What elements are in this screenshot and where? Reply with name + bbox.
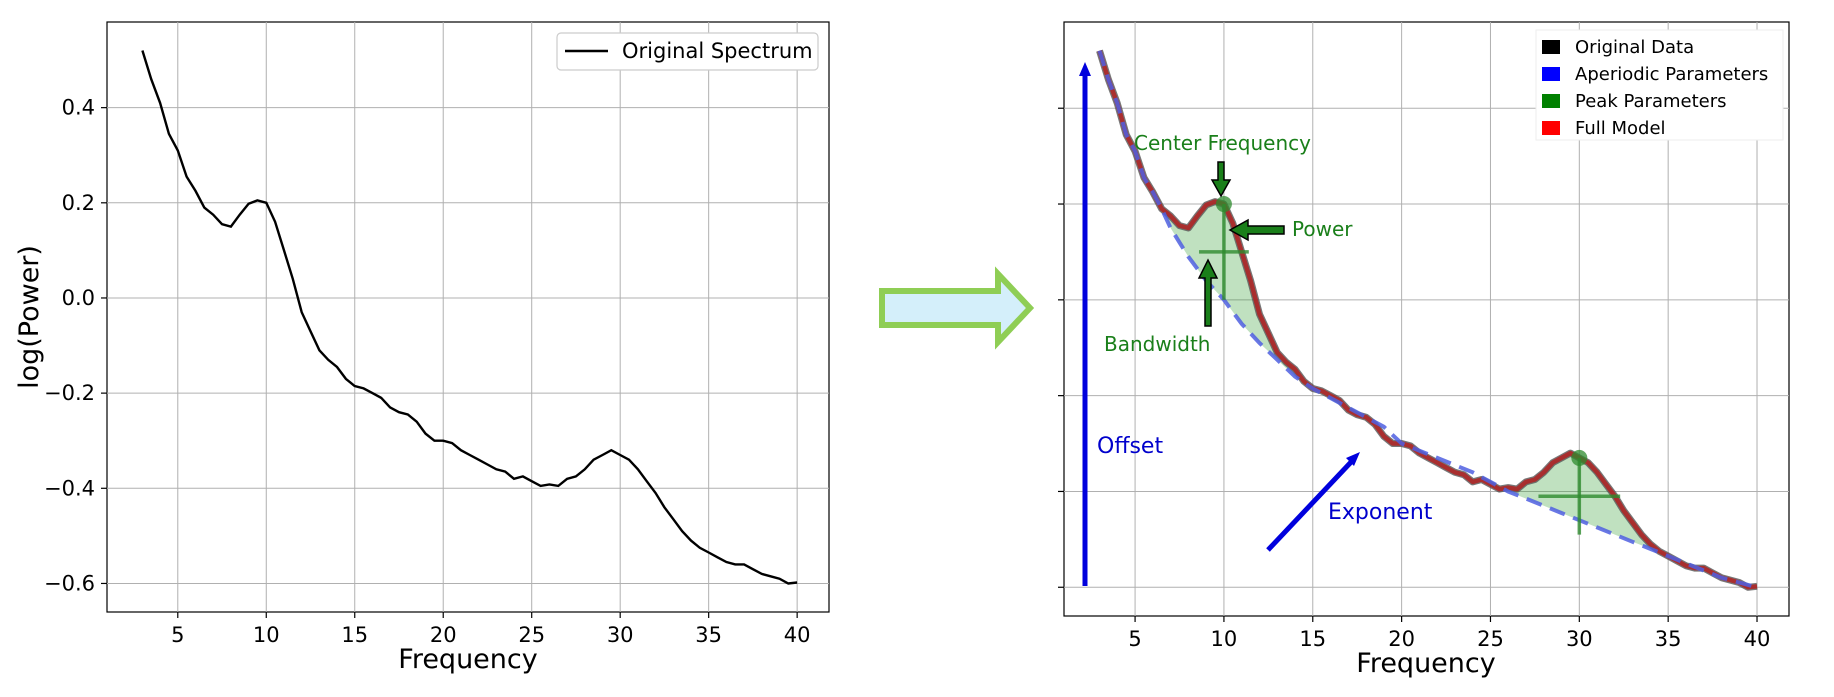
legend-original-spectrum-label: Original Spectrum (622, 39, 813, 63)
left-x-tick-label: 40 (784, 623, 811, 647)
aperiodic-fit-line (1097, 50, 1758, 590)
left-y-tick-label: −0.4 (44, 476, 95, 500)
left-x-tick-label: 5 (171, 623, 184, 647)
left-plot-area (106, 21, 830, 613)
legend-aperiodic-label: Aperiodic Parameters (1575, 64, 1768, 85)
offset-arrow-icon (1079, 62, 1091, 76)
right-chart: 5 10 15 20 25 30 35 40 Center Frequency Power B… (1058, 21, 1790, 679)
left-y-tick-label: −0.2 (44, 381, 95, 405)
full-model-line (1097, 50, 1758, 590)
left-x-tick-label: 30 (607, 623, 634, 647)
right-x-axis-label: Frequency (1356, 648, 1496, 679)
right-arrow-icon (879, 266, 1035, 350)
legend-aperiodic-swatch (1542, 67, 1560, 81)
peak-crosshairs (1199, 196, 1621, 535)
left-y-tick-label: 0.0 (62, 286, 95, 310)
center-frequency-arrow-icon (1210, 161, 1232, 198)
exponent-annotation: Exponent (1328, 500, 1433, 525)
left-ticks: 5 10 15 20 25 30 35 40 0.4 0.2 0.0 −0.2 −0.4 −0.6 (44, 96, 811, 647)
right-x-tick-label: 15 (1299, 627, 1326, 651)
exponent-arrow-line (1266, 458, 1355, 552)
bandwidth-arrow-icon (1197, 258, 1219, 327)
right-x-tick-label: 40 (1744, 627, 1771, 651)
power-annotation: Power (1292, 217, 1353, 241)
left-x-tick-label: 15 (341, 623, 368, 647)
exponent-arrow-icon (1346, 452, 1360, 466)
left-x-tick-label: 25 (518, 623, 545, 647)
left-x-tick-label: 10 (253, 623, 280, 647)
left-y-axis-label: log(Power) (14, 245, 45, 389)
left-legend: Original Spectrum (556, 32, 819, 71)
original-spectrum-line (141, 50, 798, 585)
legend-original-data-swatch (1542, 40, 1560, 54)
legend-peak-swatch (1542, 94, 1560, 108)
peak-1-marker (1215, 196, 1232, 213)
peak-fill-2 (1490, 453, 1704, 571)
legend-original-data-label: Original Data (1575, 37, 1694, 58)
bandwidth-annotation: Bandwidth (1104, 332, 1210, 356)
left-legend-box (556, 32, 819, 71)
left-y-tick-label: 0.4 (62, 96, 95, 120)
legend-full-model-swatch (1542, 121, 1560, 135)
power-arrow-icon (1228, 218, 1285, 242)
right-x-tick-label: 10 (1211, 627, 1238, 651)
right-ticks: 5 10 15 20 25 30 35 40 (1058, 107, 1771, 651)
left-x-tick-label: 35 (695, 623, 722, 647)
left-grid (107, 22, 829, 612)
right-x-tick-label: 25 (1477, 627, 1504, 651)
left-x-axis-label: Frequency (398, 644, 538, 675)
right-x-tick-label: 35 (1655, 627, 1682, 651)
left-chart: 5 10 15 20 25 30 35 40 0.4 0.2 0.0 −0.2 −0.4 −0.6 Ori… (14, 21, 830, 675)
left-x-tick-label: 20 (430, 623, 457, 647)
legend-peak-label: Peak Parameters (1575, 91, 1727, 112)
right-legend-box (1535, 29, 1784, 141)
left-y-tick-label: −0.6 (44, 571, 95, 595)
right-x-tick-label: 30 (1566, 627, 1593, 651)
center-frequency-annotation: Center Frequency (1134, 131, 1311, 155)
peak-2-marker (1571, 449, 1588, 466)
left-y-tick-label: 0.2 (62, 191, 95, 215)
legend-full-model-label: Full Model (1575, 118, 1666, 139)
right-legend: Original Data Aperiodic Parameters Peak … (1535, 29, 1784, 141)
offset-annotation: Offset (1097, 434, 1163, 459)
right-x-tick-label: 5 (1128, 627, 1141, 651)
right-x-tick-label: 20 (1388, 627, 1415, 651)
